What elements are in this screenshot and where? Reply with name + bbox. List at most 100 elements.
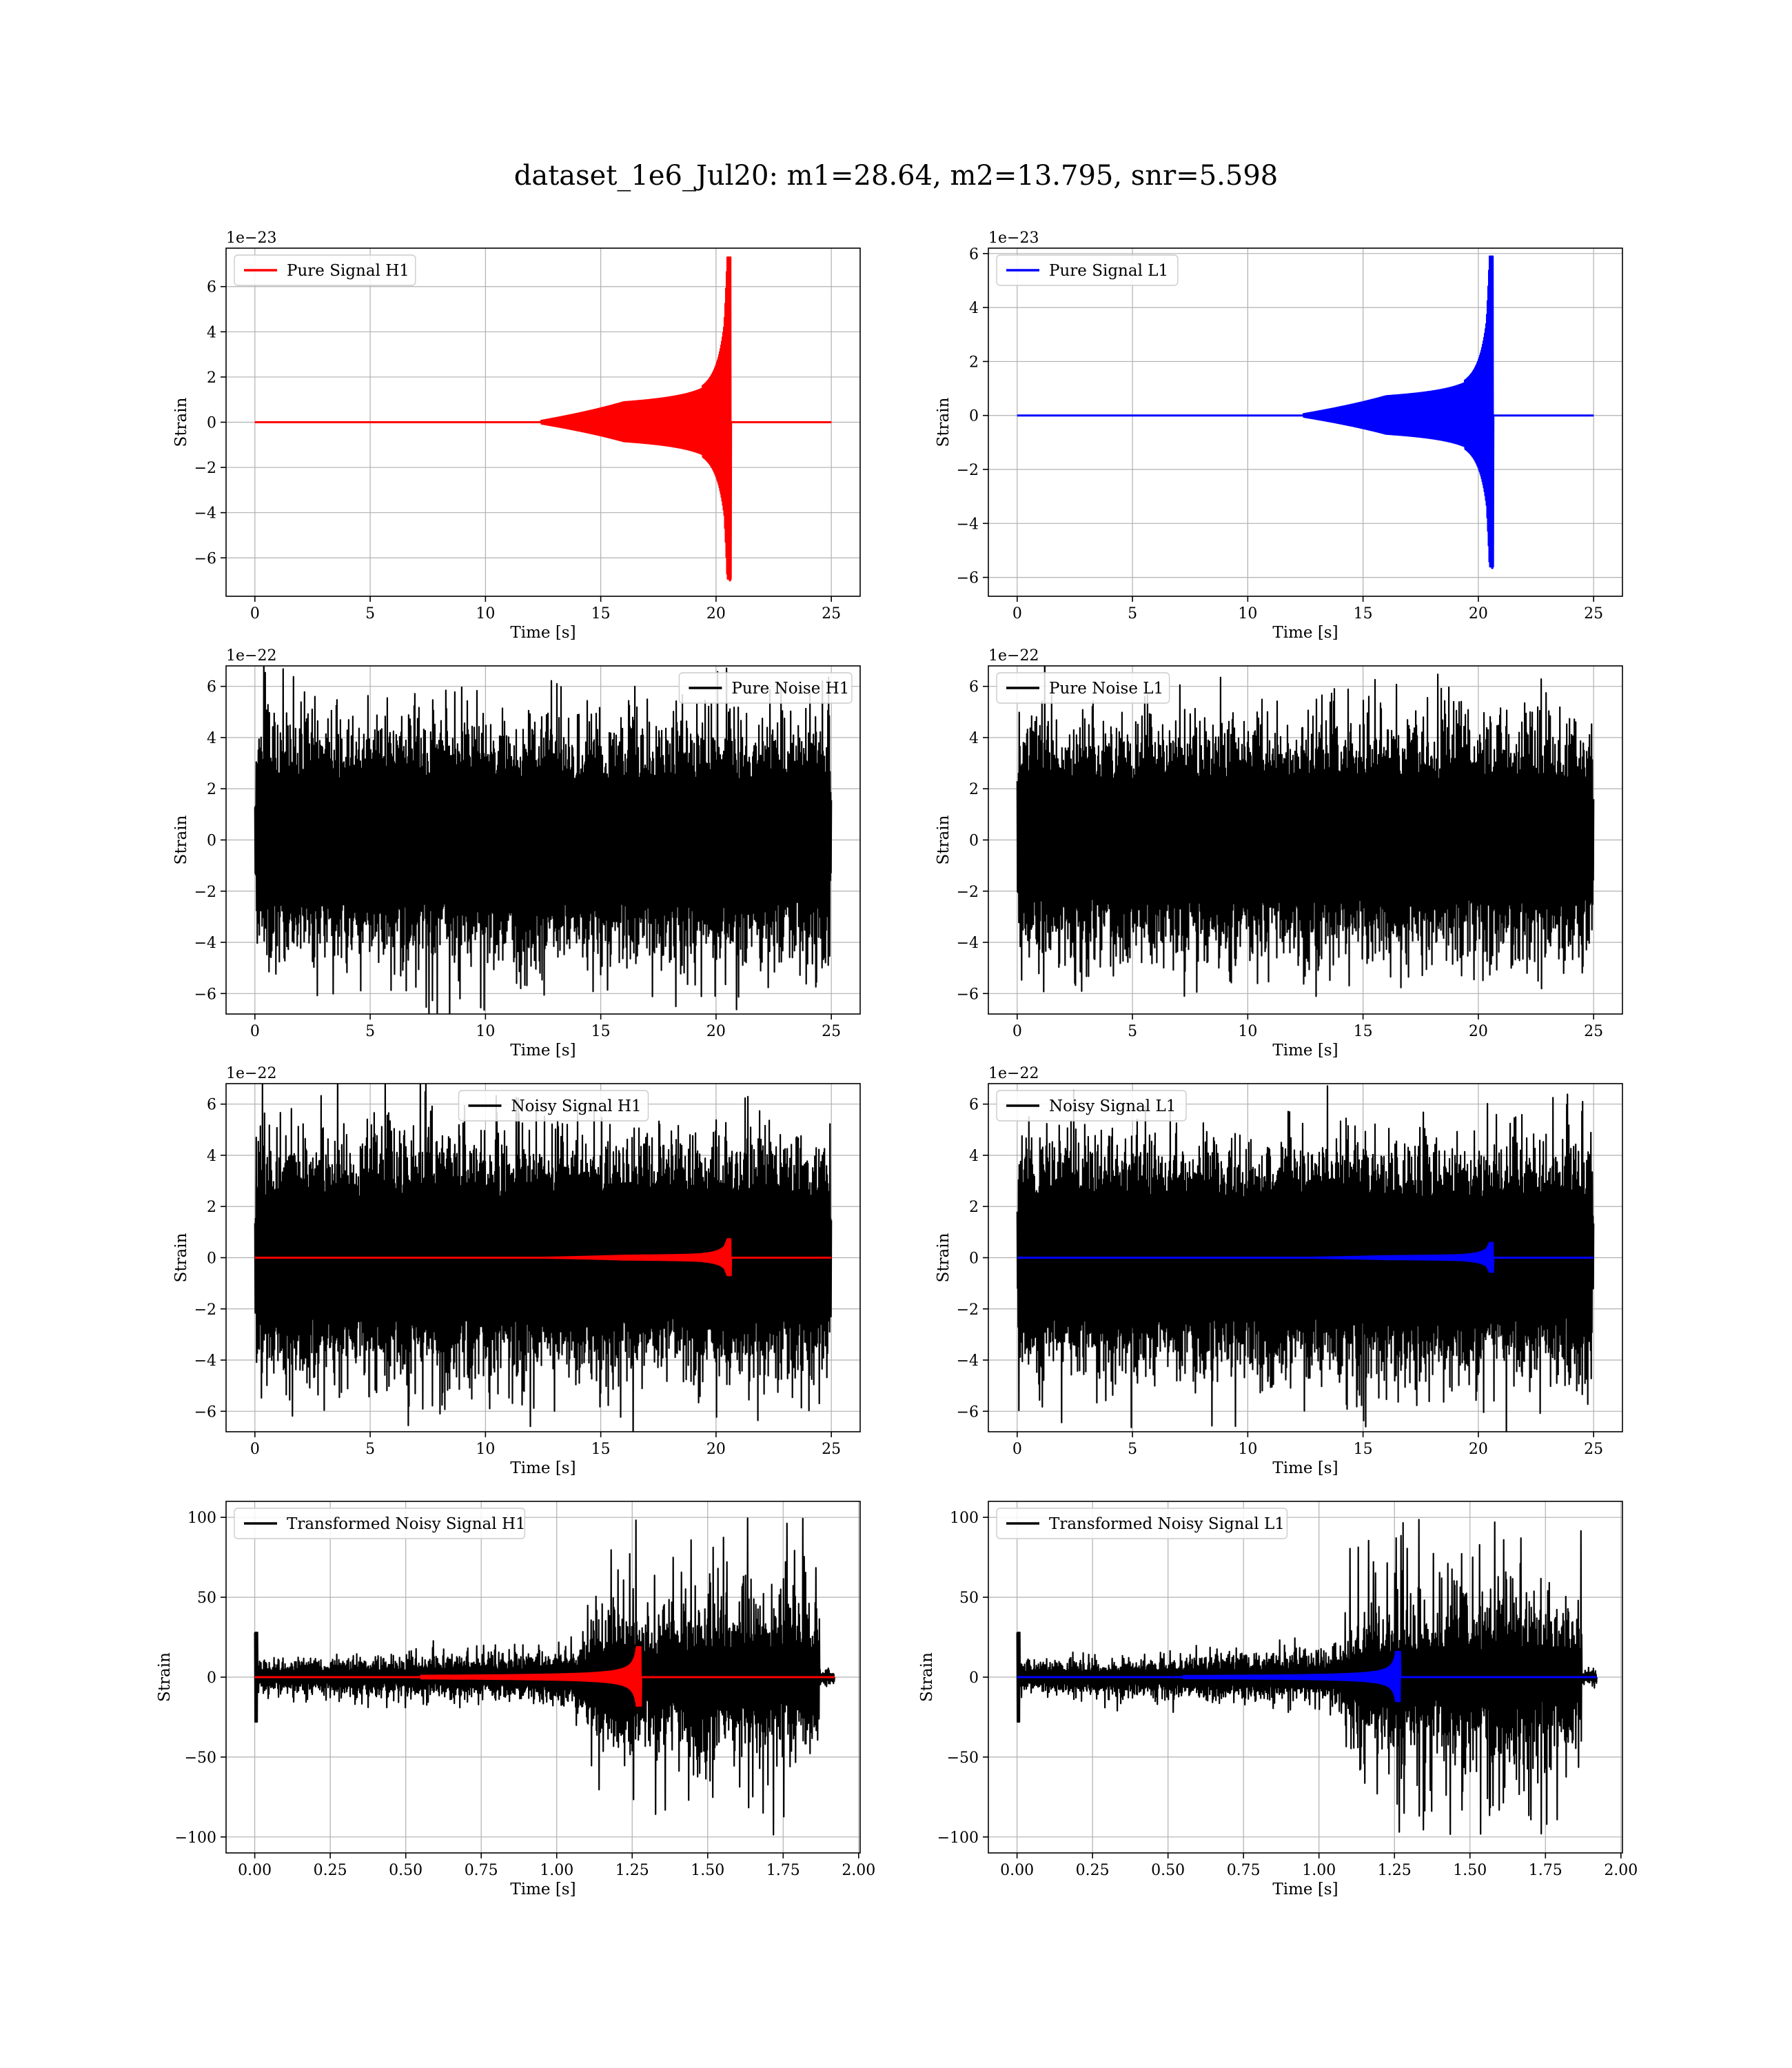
y-tick-label: −2 xyxy=(957,884,979,901)
y-tick-label: −2 xyxy=(194,1301,216,1319)
legend: Noisy Signal H1 xyxy=(458,1090,649,1122)
y-tick-label: −4 xyxy=(194,935,216,952)
axes-frame xyxy=(988,247,1623,597)
plot-area xyxy=(1016,1085,1595,1432)
y-axis-label: Strain xyxy=(172,815,190,864)
x-tick-label: 15 xyxy=(1354,605,1373,622)
x-tick-label: 5 xyxy=(365,605,375,622)
series-line-noisy-signal-h1 xyxy=(254,1084,833,1432)
x-tick-label: 10 xyxy=(1238,1441,1257,1458)
x-tick-label: 5 xyxy=(1128,1441,1137,1458)
x-tick-label: 25 xyxy=(1584,1023,1603,1040)
legend: Transformed Noisy Signal L1 xyxy=(996,1508,1288,1539)
legend-box xyxy=(996,672,1170,704)
y-tick-label: −2 xyxy=(194,460,216,477)
x-tick-label: 20 xyxy=(1469,605,1488,622)
y-tick-label: 50 xyxy=(197,1590,216,1607)
x-tick-label: 0.25 xyxy=(1076,1862,1110,1879)
x-tick-label: 5 xyxy=(1128,1023,1137,1040)
y-axis-label: Strain xyxy=(935,1233,953,1282)
x-tick-label: 0.75 xyxy=(465,1862,498,1879)
y-tick-label: 4 xyxy=(207,730,216,747)
x-tick-label: 15 xyxy=(591,1441,611,1458)
y-tick-label: −6 xyxy=(194,1403,216,1421)
legend-box xyxy=(678,672,853,704)
y-tick-label: −2 xyxy=(957,462,979,479)
x-axis-label: Time [s] xyxy=(510,1042,576,1060)
y-axis-label: Strain xyxy=(935,397,953,447)
x-axis-label: Time [s] xyxy=(1272,1042,1338,1060)
axis-offset-label: 1e−22 xyxy=(988,1065,1039,1082)
legend-label: Noisy Signal L1 xyxy=(1049,1097,1176,1115)
x-tick-label: 15 xyxy=(1354,1441,1373,1458)
axis-offset-label: 1e−22 xyxy=(988,647,1039,665)
x-tick-label: 20 xyxy=(706,1441,726,1458)
axes-frame xyxy=(225,665,861,1015)
chart-panel-8: 0.00 0.25 0.50 0.75 1.00 1.25 1.50 1.75 2.00 −100… xyxy=(918,1501,1638,1898)
y-tick-label: 50 xyxy=(959,1590,979,1607)
legend-label: Pure Signal H1 xyxy=(287,262,409,280)
x-tick-label: 1.75 xyxy=(766,1862,800,1879)
y-tick-label: 6 xyxy=(969,1097,979,1114)
y-tick-label: 2 xyxy=(207,1199,216,1216)
axis-offset-label: 1e−23 xyxy=(226,230,276,247)
x-tick-label: 0 xyxy=(1012,605,1022,622)
x-tick-label: 25 xyxy=(822,1023,841,1040)
y-tick-label: 2 xyxy=(969,781,979,798)
y-tick-label: −50 xyxy=(947,1750,979,1767)
y-tick-label: 0 xyxy=(207,1670,216,1687)
x-tick-label: 1.25 xyxy=(615,1862,649,1879)
chart-panel-4: 0 5 10 15 20 25 −6 −4 −2 0 2 4 6 1e−22 Time [s] Strain P… xyxy=(935,647,1623,1060)
x-axis-label: Time [s] xyxy=(1272,1459,1338,1477)
x-tick-label: 20 xyxy=(706,1023,726,1040)
y-tick-label: −4 xyxy=(957,935,979,952)
y-tick-label: 2 xyxy=(207,369,216,387)
y-tick-label: 6 xyxy=(207,1097,216,1114)
x-tick-label: 0 xyxy=(1012,1023,1022,1040)
x-tick-label: 5 xyxy=(365,1441,375,1458)
legend-box xyxy=(996,254,1179,286)
legend: Transformed Noisy Signal H1 xyxy=(234,1508,526,1539)
y-tick-label: −6 xyxy=(957,986,979,1003)
legend: Pure Noise H1 xyxy=(678,672,853,704)
plot-area xyxy=(254,1517,835,1836)
chart-panel-5: 0 5 10 15 20 25 −6 −4 −2 0 2 4 6 1e−22 Time [s] Strain N… xyxy=(172,1065,861,1477)
x-axis-label: Time [s] xyxy=(510,1881,576,1898)
x-axis-label: Time [s] xyxy=(1272,624,1338,642)
legend-box xyxy=(234,254,416,286)
x-tick-label: 2.00 xyxy=(1604,1862,1638,1879)
x-tick-label: 0.50 xyxy=(1151,1862,1185,1879)
y-tick-label: 2 xyxy=(207,781,216,798)
y-tick-label: −6 xyxy=(957,1403,979,1421)
x-tick-label: 10 xyxy=(476,605,495,622)
y-axis-label: Strain xyxy=(156,1652,174,1702)
plot-area xyxy=(254,666,833,1014)
y-tick-label: −2 xyxy=(957,1301,979,1319)
legend: Pure Signal H1 xyxy=(234,254,416,286)
legend: Pure Noise L1 xyxy=(996,672,1170,704)
y-tick-label: 0 xyxy=(969,833,979,850)
axes-frame xyxy=(988,1501,1623,1854)
y-axis-label: Strain xyxy=(918,1652,936,1702)
x-axis-label: Time [s] xyxy=(510,1459,576,1477)
chart-panel-1: 0 5 10 15 20 25 −6 −4 −2 0 2 4 6 1e−23 Time [s] Strain P… xyxy=(172,230,861,642)
x-axis-label: Time [s] xyxy=(1272,1881,1338,1898)
x-tick-label: 10 xyxy=(476,1441,495,1458)
y-tick-label: 4 xyxy=(207,324,216,341)
x-tick-label: 0.00 xyxy=(238,1862,272,1879)
axes-frame xyxy=(988,1083,1623,1432)
x-tick-label: 0 xyxy=(1012,1441,1022,1458)
y-axis-label: Strain xyxy=(172,397,190,447)
y-tick-label: 4 xyxy=(207,1148,216,1165)
legend-label: Pure Noise L1 xyxy=(1049,680,1163,698)
chart-panel-2: 0 5 10 15 20 25 −6 −4 −2 0 2 4 6 1e−23 Time [s] Strain P… xyxy=(935,230,1623,642)
x-tick-label: 1.75 xyxy=(1529,1862,1562,1879)
x-tick-label: 15 xyxy=(1354,1023,1373,1040)
x-tick-label: 15 xyxy=(591,605,611,622)
x-axis-label: Time [s] xyxy=(510,624,576,642)
x-tick-label: 5 xyxy=(365,1023,375,1040)
x-tick-label: 25 xyxy=(822,605,841,622)
y-axis-label: Strain xyxy=(172,1233,190,1282)
y-tick-label: 0 xyxy=(207,415,216,432)
